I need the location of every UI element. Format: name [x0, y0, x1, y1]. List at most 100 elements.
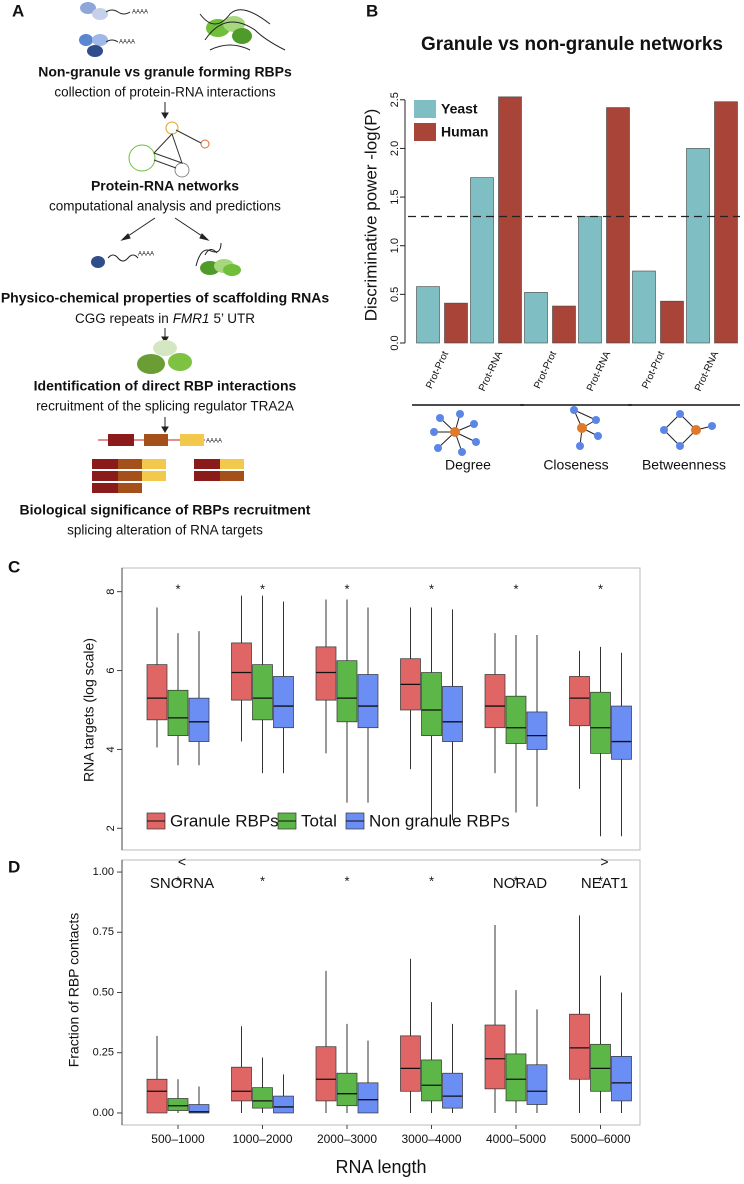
box: [442, 685, 463, 742]
y-tick-label: 1.5: [389, 189, 401, 204]
y-tick-label: 0.50: [93, 986, 114, 998]
legend-label: Granule RBPs: [170, 811, 279, 830]
bar: [524, 292, 548, 344]
box: [569, 1013, 590, 1080]
x-axis-label: RNA length: [335, 1157, 426, 1177]
x-tick-label: Prot-Prot: [424, 350, 451, 391]
step-subtitle: splicing alteration of RNA targets: [67, 523, 263, 538]
box: [590, 691, 611, 754]
box: [526, 1064, 548, 1105]
significance-star: *: [260, 581, 265, 596]
group-label: Closeness: [543, 457, 608, 473]
y-axis-label: Fraction of RBP contacts: [66, 913, 82, 1068]
legend-swatch: [414, 100, 436, 118]
legend-label: Yeast: [441, 101, 478, 117]
significance-star: *: [175, 873, 180, 888]
subtitle-part: FMR1: [173, 311, 210, 326]
y-tick-label: 1.00: [93, 866, 114, 878]
y-axis-label: Discriminative power -log(P): [361, 109, 380, 322]
bar: [578, 216, 602, 344]
y-tick-label: 6: [105, 667, 117, 673]
degree-icon: [430, 410, 480, 456]
step-title: Physico-chemical properties of scaffoldi…: [1, 290, 330, 306]
significance-star: *: [175, 581, 180, 596]
network-icon: [128, 121, 210, 178]
box: [315, 1046, 337, 1102]
x-tick-label: Prot-RNA: [585, 349, 613, 393]
bar: [552, 305, 576, 344]
closeness-icon: [570, 406, 602, 450]
box: [273, 1095, 294, 1114]
box: [188, 697, 210, 742]
step-title: Identification of direct RBP interaction…: [34, 378, 297, 394]
box: [505, 1053, 527, 1102]
bar: [606, 107, 630, 344]
group-label: Degree: [445, 457, 491, 473]
rbp-icons: AAAA AAAA: [79, 2, 286, 57]
y-axis-label: RNA targets (log scale): [81, 638, 97, 782]
rna-label: NORAD: [493, 875, 547, 892]
box: [188, 1104, 210, 1114]
panel-label: B: [366, 1, 378, 20]
y-tick-label: 1.0: [389, 238, 401, 253]
y-tick-label: 2.0: [389, 141, 401, 156]
box: [400, 1035, 421, 1092]
x-tick-label: Prot-Prot: [640, 350, 667, 391]
y-tick-label: 8: [105, 589, 117, 595]
panel-label: A: [12, 1, 24, 20]
box: [167, 1098, 189, 1111]
x-tick-label: 5000–6000: [570, 1132, 630, 1146]
box: [442, 1072, 463, 1109]
box: [167, 689, 189, 736]
significance-star: *: [260, 873, 265, 888]
significance-star: *: [598, 873, 603, 888]
box: [484, 674, 506, 729]
significance-star: *: [344, 873, 349, 888]
step-title: Protein-RNA networks: [91, 178, 239, 194]
y-tick-label: 2.5: [389, 92, 401, 107]
box: [611, 1055, 632, 1102]
box: [421, 1059, 442, 1102]
step-subtitle: CGG repeats in FMR1 5’ UTR: [75, 311, 255, 326]
x-tick-label: 1000–2000: [232, 1132, 292, 1146]
panel-label: C: [8, 557, 20, 576]
rna-marker: >: [600, 854, 608, 870]
splicing-icon: AAAA: [92, 434, 244, 493]
bar: [498, 96, 522, 344]
box: [357, 1082, 379, 1114]
x-tick-label: Prot-RNA: [693, 349, 721, 393]
bar: [686, 148, 710, 344]
box: [336, 1072, 358, 1107]
chart-title: Granule vs non-granule networks: [421, 34, 723, 55]
bar: [444, 302, 468, 344]
x-tick-label: Prot-RNA: [477, 349, 505, 393]
significance-star: *: [429, 873, 434, 888]
x-tick-label: 2000–3000: [317, 1132, 377, 1146]
step-title: Biological significance of RBPs recruitm…: [20, 502, 311, 518]
x-tick-label: 4000–5000: [486, 1132, 546, 1146]
panel-label: D: [8, 857, 20, 876]
x-tick-label: 500–1000: [151, 1132, 205, 1146]
x-tick-label: 3000–4000: [401, 1132, 461, 1146]
box: [273, 676, 294, 729]
legend-label: Total: [301, 811, 337, 830]
y-tick-label: 0.75: [93, 926, 114, 938]
bar: [660, 300, 684, 344]
legend-swatch: [414, 123, 436, 141]
box: [526, 711, 548, 750]
box: [231, 1066, 252, 1102]
box: [357, 674, 379, 729]
box: [146, 664, 168, 721]
subtitle-part: 5’ UTR: [214, 311, 256, 326]
poly-a: AAAA: [132, 10, 148, 16]
poly-a: AAAA: [119, 40, 135, 46]
poly-a: AAAA: [206, 439, 222, 445]
bar: [714, 101, 738, 344]
box: [611, 705, 632, 760]
subtitle-part: CGG repeats in: [75, 311, 169, 326]
rna-icons: AAAA: [91, 242, 241, 276]
rbp-complex: [137, 340, 192, 374]
box: [484, 1024, 506, 1090]
rna-marker: <: [178, 854, 186, 870]
